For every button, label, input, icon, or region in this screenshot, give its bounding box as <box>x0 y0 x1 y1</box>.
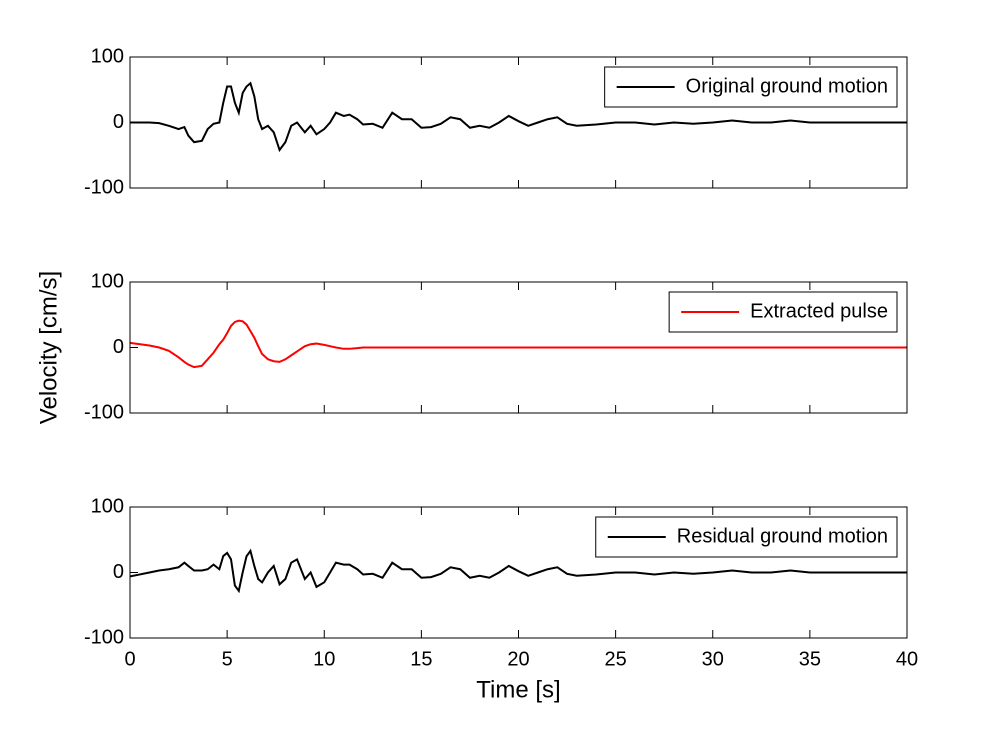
y-tick-label: 0 <box>113 336 124 358</box>
axes-box <box>129 281 908 414</box>
y-axis-title: Velocity [cm/s] <box>35 271 62 424</box>
y-tick-label: -100 <box>84 401 124 423</box>
x-tick-label: 5 <box>222 648 233 670</box>
axes-box <box>129 506 908 639</box>
y-tick-label: 0 <box>113 561 124 583</box>
legend-label: Extracted pulse <box>750 300 888 322</box>
y-tick-label: 100 <box>91 45 124 67</box>
y-tick-label: -100 <box>84 176 124 198</box>
x-tick-label: 10 <box>313 648 335 670</box>
data-line <box>129 319 907 369</box>
data-line <box>129 548 907 594</box>
x-tick-label: 35 <box>799 648 821 670</box>
x-tick-label: 30 <box>702 648 724 670</box>
x-tick-label: 20 <box>507 648 529 670</box>
legend-label: Original ground motion <box>686 75 888 97</box>
y-tick-label: 100 <box>91 270 124 292</box>
y-tick-label: -100 <box>84 626 124 648</box>
y-tick-label: 100 <box>91 495 124 517</box>
x-tick-label: 40 <box>896 648 918 670</box>
x-tick-label: 0 <box>124 648 135 670</box>
y-tick-label: 0 <box>113 111 124 133</box>
legend-label: Residual ground motion <box>677 525 888 547</box>
x-tick-label: 25 <box>605 648 627 670</box>
x-tick-label: 15 <box>410 648 432 670</box>
x-axis-title: Time [s] <box>476 676 560 703</box>
data-line <box>130 81 907 153</box>
axes-box <box>129 56 908 189</box>
